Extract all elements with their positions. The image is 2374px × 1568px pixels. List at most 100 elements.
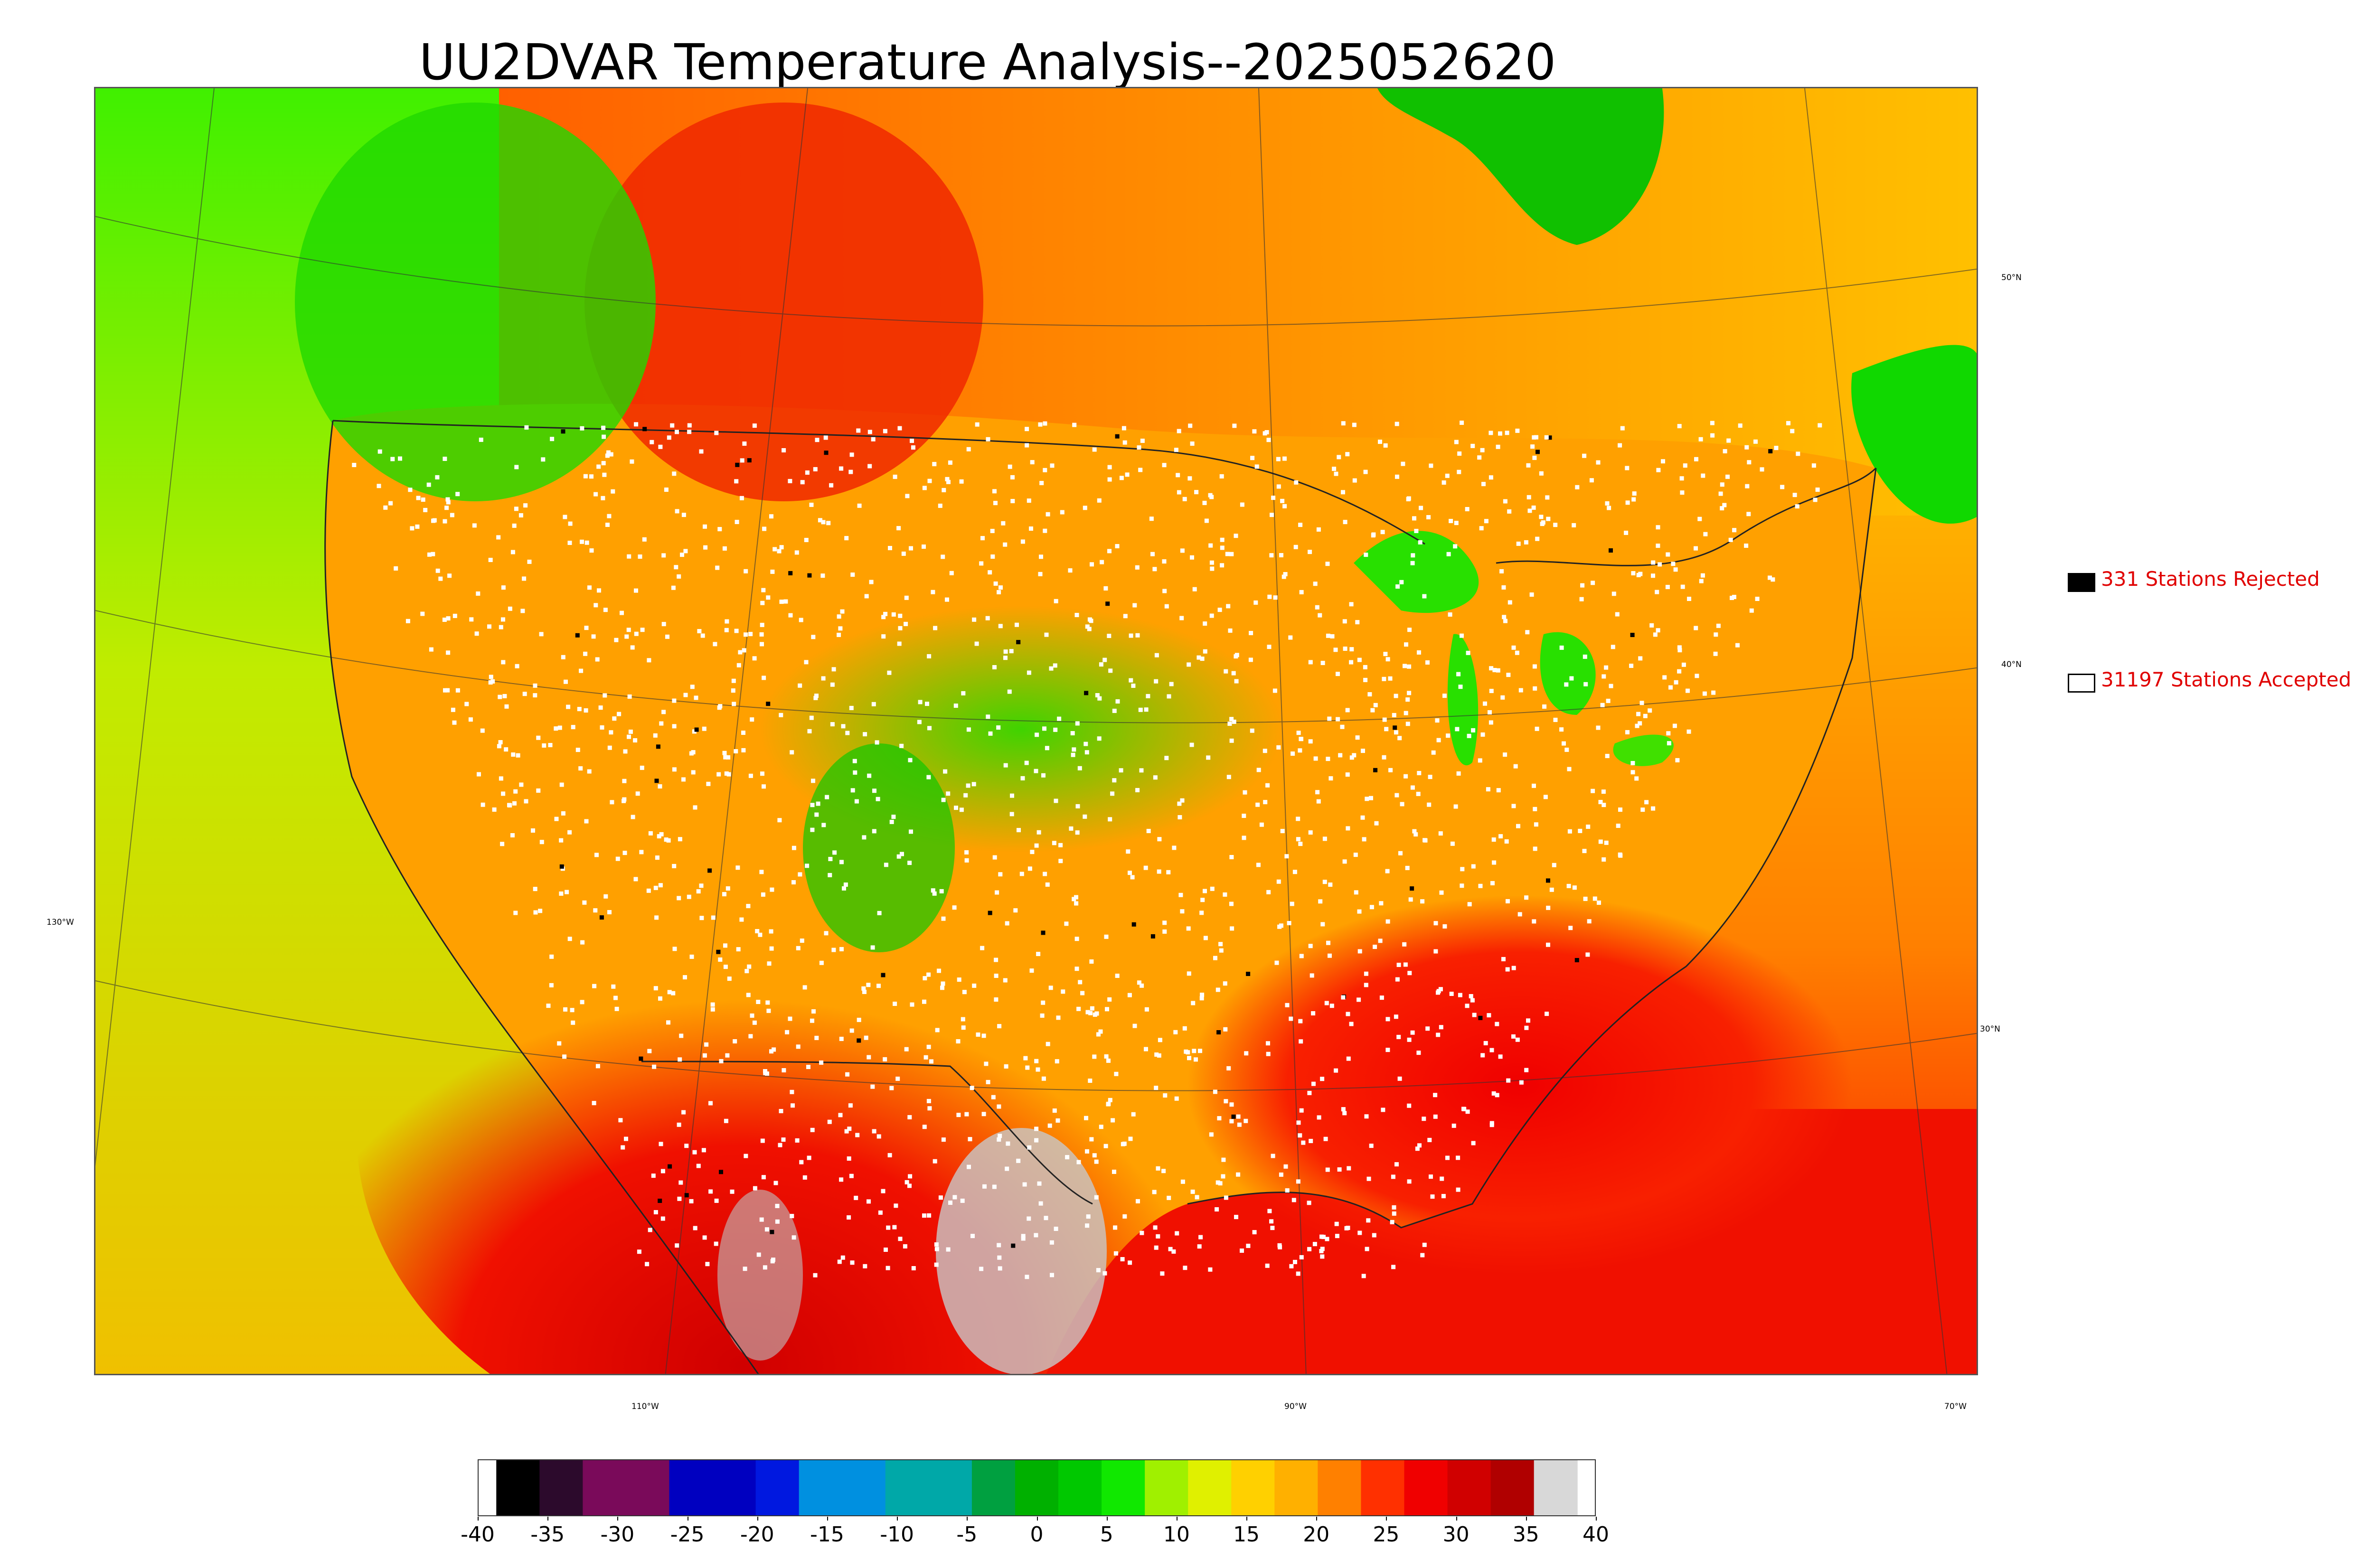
station-marker xyxy=(798,872,802,877)
station-marker xyxy=(1307,1247,1312,1251)
station-marker xyxy=(689,1199,694,1203)
station-marker xyxy=(1651,573,1655,578)
station-marker xyxy=(828,873,832,877)
station-marker xyxy=(700,633,705,638)
station-marker xyxy=(1394,422,1399,426)
station-marker xyxy=(1458,993,1462,997)
station-marker xyxy=(1495,1093,1499,1098)
station-marker xyxy=(1270,513,1274,517)
station-marker xyxy=(1357,997,1361,1002)
station-marker xyxy=(1383,652,1388,657)
station-marker xyxy=(1357,949,1362,954)
station-marker xyxy=(583,474,588,479)
station-marker xyxy=(1128,1136,1133,1141)
station-marker xyxy=(739,496,744,500)
station-marker xyxy=(1182,1026,1187,1031)
station-marker xyxy=(1097,736,1102,741)
station-marker xyxy=(1131,684,1136,688)
station-marker xyxy=(855,1133,860,1137)
station-marker xyxy=(1445,1155,1450,1160)
station-marker xyxy=(1417,1143,1422,1148)
station-marker xyxy=(1115,544,1120,548)
station-marker xyxy=(1441,480,1446,485)
station-marker xyxy=(1138,707,1143,712)
station-marker xyxy=(1204,518,1209,523)
station-marker xyxy=(1174,448,1178,452)
station-marker xyxy=(1291,751,1295,756)
station-marker xyxy=(1611,592,1616,596)
station-marker xyxy=(1262,749,1267,753)
station-marker xyxy=(452,613,457,618)
station-marker xyxy=(769,1049,773,1054)
station-marker xyxy=(1267,1209,1272,1213)
station-marker xyxy=(1129,678,1133,683)
station-marker xyxy=(814,694,819,698)
station-marker xyxy=(1234,679,1239,684)
station-marker xyxy=(1513,764,1518,769)
station-marker xyxy=(979,561,984,566)
temperature-map[interactable] xyxy=(94,87,1978,1375)
colorbar-segment xyxy=(971,1460,1016,1515)
station-marker xyxy=(1364,971,1368,976)
station-marker xyxy=(672,767,677,772)
station-marker xyxy=(377,484,381,488)
station-marker xyxy=(1638,721,1642,726)
station-marker xyxy=(750,717,754,722)
station-marker xyxy=(742,441,747,446)
station-marker xyxy=(1087,627,1092,631)
station-marker xyxy=(1196,655,1201,660)
station-marker xyxy=(1411,553,1415,558)
station-marker xyxy=(567,830,572,835)
station-marker xyxy=(677,574,681,579)
station-marker xyxy=(966,727,971,732)
station-marker xyxy=(968,1137,972,1142)
station-marker xyxy=(1050,1273,1054,1277)
station-marker xyxy=(1323,1136,1328,1141)
station-marker xyxy=(1094,1159,1099,1164)
station-marker xyxy=(985,616,990,620)
station-marker xyxy=(748,1034,753,1039)
station-marker xyxy=(601,496,605,500)
station-marker xyxy=(681,777,686,782)
station-marker xyxy=(1533,807,1537,811)
station-marker xyxy=(1433,921,1438,926)
station-marker xyxy=(571,1020,575,1025)
station-marker xyxy=(1042,726,1046,731)
station-marker xyxy=(826,521,831,526)
station-marker xyxy=(1065,1155,1070,1160)
station-marker xyxy=(1697,516,1702,521)
station-marker xyxy=(533,910,538,915)
station-marker xyxy=(1718,491,1723,496)
station-marker xyxy=(898,613,903,618)
station-marker xyxy=(1470,443,1475,448)
station-marker xyxy=(1177,490,1181,495)
station-marker xyxy=(1427,1137,1432,1142)
station-marker xyxy=(1029,968,1034,973)
station-marker xyxy=(1395,474,1399,479)
station-marker xyxy=(1385,1017,1390,1022)
station-marker xyxy=(893,474,897,479)
station-marker xyxy=(807,729,812,733)
station-marker xyxy=(941,1137,946,1142)
station-marker xyxy=(1366,1176,1371,1181)
station-marker xyxy=(1732,595,1736,599)
station-marker xyxy=(595,1064,600,1069)
station-marker xyxy=(640,628,645,632)
station-marker xyxy=(1346,826,1350,831)
station-marker xyxy=(1252,429,1257,434)
station-marker xyxy=(736,663,741,667)
station-marker xyxy=(907,1183,912,1188)
station-marker xyxy=(747,964,752,969)
station-marker xyxy=(772,547,777,552)
station-marker xyxy=(1543,795,1548,799)
station-marker xyxy=(807,1155,811,1160)
station-marker xyxy=(772,1047,776,1052)
station-marker xyxy=(568,521,573,526)
station-marker xyxy=(829,483,834,488)
station-marker xyxy=(561,655,565,659)
station-marker xyxy=(1631,571,1636,575)
colorbar-segment xyxy=(1015,1460,1059,1515)
station-marker xyxy=(1667,741,1671,746)
station-marker xyxy=(1668,685,1673,690)
station-marker xyxy=(1698,437,1703,441)
